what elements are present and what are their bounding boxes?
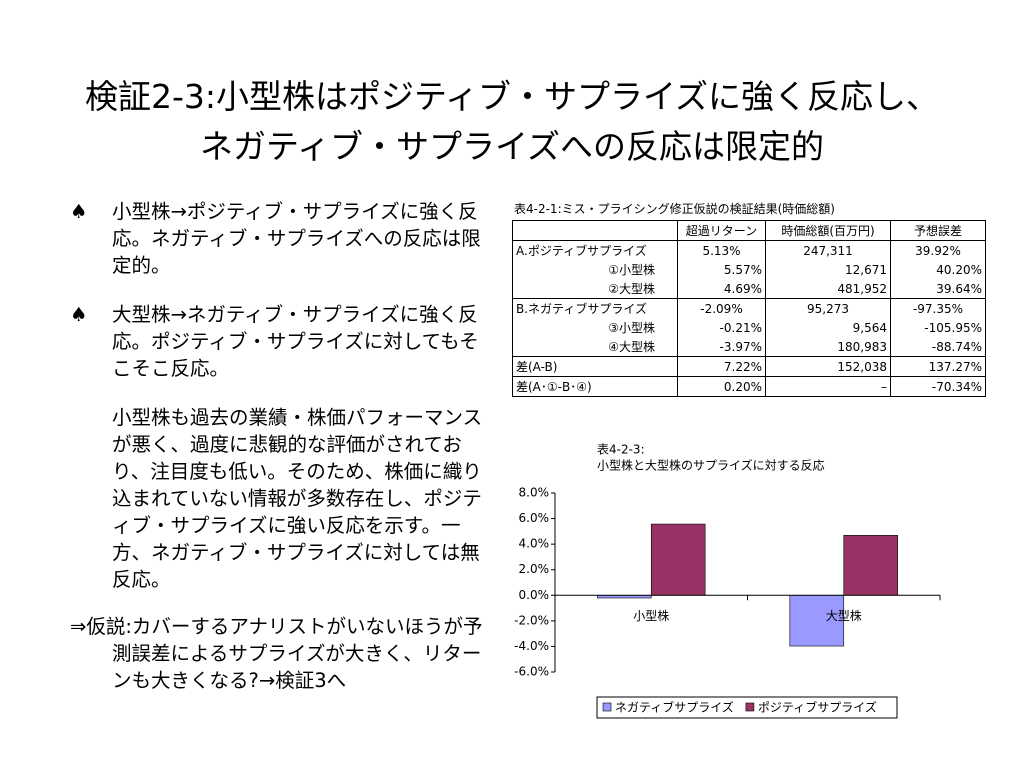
y-tick-label: 2.0% [519,562,550,576]
table-row: ①小型株 5.57% 12,671 40.20% [512,260,986,279]
bullet-text: 大型株→ネガティブ・サプライズに強く反応。ポジティブ・サプライズに対してもそこそ… [112,303,479,380]
table-cell: 247,311 [765,240,891,260]
table-row: ③小型株 -0.21% 9,564 -105.95% [512,318,986,337]
table-cell: -0.21% [677,318,766,337]
title-line: ネガティブ・サプライズへの反応は限定的 [199,127,825,166]
header-cell: 予想誤差 [890,220,986,241]
y-tick-label: -4.0% [514,639,549,653]
x-tick-label: 小型株 [633,608,669,623]
table-cell: A.ポジティブサプライズ [512,240,678,260]
bar [650,523,706,596]
y-tick-label: -2.0% [514,613,549,627]
table-row: B.ネガティブサプライズ -2.09% 95,273 -97.35% [512,298,986,318]
table-cell: 差(A-B) [512,356,678,377]
hypothesis: ⇒仮説:カバーするアナリストがいないほうが予測誤差によるサプライズが大きく、リタ… [70,615,483,692]
y-tick-label: 8.0% [519,486,550,500]
table-cell: 39.92% [890,240,986,260]
title-line: 検証2-3:小型株はポジティブ・サプライズに強く反応し、 [84,77,940,116]
legend-label: ネガティブサプライズ [615,700,734,715]
table-cell: 5.57% [677,260,766,279]
bullet-symbol: ♠ [70,303,88,326]
table-cell: 0.20% [677,376,766,397]
header-cell: 時価総額(百万円) [765,220,891,241]
table-cell: ①小型株 [512,260,678,279]
table-row: 差(A･①-B･④) 0.20% – -70.34% [512,376,986,397]
chart-title: 小型株と大型株のサプライズに対する反応 [597,458,825,473]
bullet-symbol: ♠ [70,200,88,223]
table-row: ②大型株 4.69% 481,952 39.64% [512,279,986,299]
bullet-item: ♠ 小型株→ポジティブ・サプライズに強く反応。ネガティブ・サプライズへの反応は限定… [70,198,490,279]
table-cell: 12,671 [765,260,891,279]
table-cell: -105.95% [890,318,986,337]
body-text: ♠ 小型株→ポジティブ・サプライズに強く反応。ネガティブ・サプライズへの反応は限定… [70,198,490,694]
header-row: 超過リターン 時価総額(百万円) 予想誤差 [512,220,986,241]
table-cell: 95,273 [765,298,891,318]
table-cell: -70.34% [890,376,986,397]
table-cell: 9,564 [765,318,891,337]
legend-swatch [602,702,612,712]
x-tick-label: 大型株 [826,608,862,623]
table-cell: ③小型株 [512,318,678,337]
table-cell: -2.09% [677,298,766,318]
table-cell: ②大型株 [512,279,678,299]
table-cell: B.ネガティブサプライズ [512,298,678,318]
legend-label: ポジティブサプライズ [758,700,877,715]
table-row: A.ポジティブサプライズ 5.13% 247,311 39.92% [512,240,986,260]
table-title: 表4-2-1:ミス・プライシング修正仮説の検証結果(時価総額) [514,202,835,216]
bar [843,535,898,596]
table-cell: 152,038 [765,356,891,377]
bullet-text: 小型株→ポジティブ・サプライズに強く反応。ネガティブ・サプライズへの反応は限定的… [112,200,481,277]
table-cell: 5.13% [677,240,766,260]
table-cell: 40.20% [890,260,986,279]
y-tick-label: 4.0% [519,537,550,551]
table-cell: 差(A･①-B･④) [512,376,678,397]
y-tick-label: -6.0% [514,665,549,679]
legend-swatch [745,702,755,712]
y-tick-label: 6.0% [519,511,550,525]
table-cell: -97.35% [890,298,986,318]
header-cell: 超過リターン [677,220,766,241]
chart-title: 表4-2-3: [597,443,645,457]
bar [789,594,845,647]
results-table: 超過リターン 時価総額(百万円) 予想誤差 A.ポジティブサプライズ 5.13% 247,… [512,220,986,397]
slide-title: 検証2-3:小型株はポジティブ・サプライズに強く反応し、 ネガティブ・サプライズ… [0,72,1024,172]
table-cell: 481,952 [765,279,891,299]
explanation: 小型株も過去の業績・株価パフォーマンスが悪く、過度に悲観的な評価がされており、注… [112,406,483,591]
bullet-item: ♠ 大型株→ネガティブ・サプライズに強く反応。ポジティブ・サプライズに対してもそこ… [70,301,490,382]
y-tick-label: 0.0% [519,588,550,602]
